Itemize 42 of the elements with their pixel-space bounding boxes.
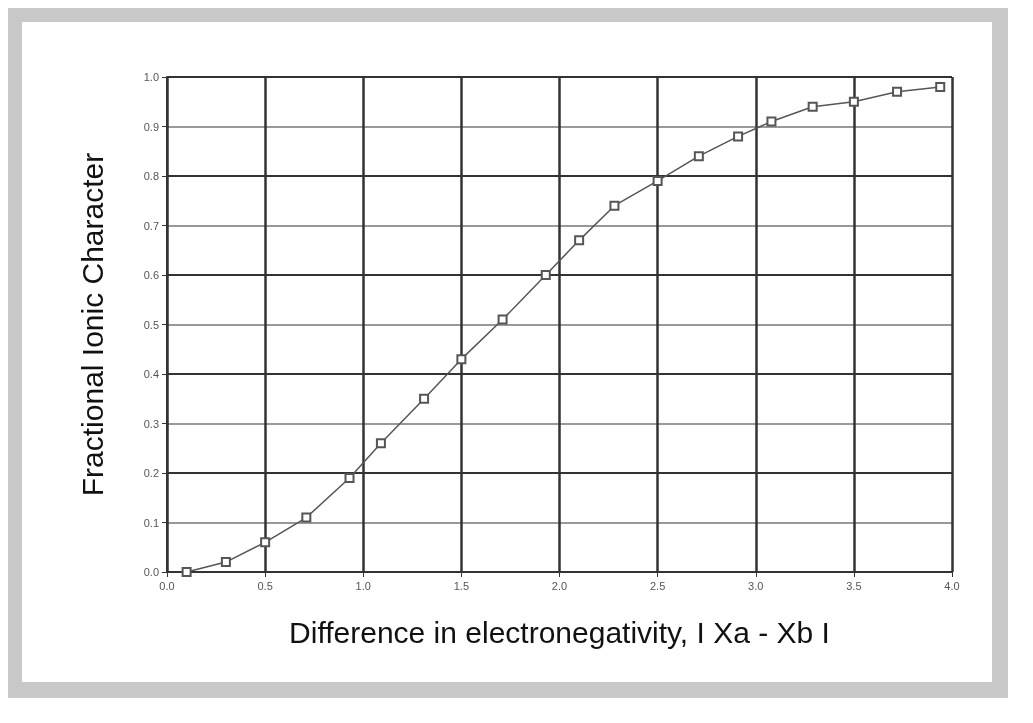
point (766, 116, 777, 127)
point (344, 472, 355, 483)
point (693, 151, 704, 162)
y-tick-label: 0.5 (143, 318, 159, 331)
point (497, 314, 508, 325)
x-axis-title: Difference in electronegativity, I Xa - Xb I (289, 615, 830, 649)
y-tick-label: 1.0 (143, 71, 159, 83)
x-tick-label: 0.0 (159, 579, 175, 592)
point (456, 354, 467, 365)
point (540, 270, 551, 280)
x-tick-label: 1.5 (453, 579, 470, 592)
point (892, 86, 903, 97)
y-tick-label: 0.1 (143, 516, 159, 529)
y-axis-title: Fractional Ionic Character (75, 152, 109, 497)
point (807, 101, 818, 112)
point (733, 131, 744, 142)
x-tick-label: 3.0 (748, 579, 764, 592)
y-tick-label: 0.9 (143, 120, 159, 133)
x-tick-label: 3.5 (846, 579, 862, 592)
point (419, 393, 430, 404)
x-tick-label: 0.5 (257, 579, 273, 592)
y-tick-label: 0.6 (143, 269, 159, 281)
point (220, 557, 231, 568)
x-tick-label: 4.0 (944, 579, 960, 592)
point (181, 567, 192, 577)
y-tick-label: 0.7 (143, 219, 159, 232)
point (301, 512, 312, 523)
point (935, 81, 946, 92)
y-tick-label: 0.8 (143, 170, 159, 182)
point (609, 200, 620, 211)
point (260, 537, 271, 548)
point (375, 438, 386, 449)
point (848, 96, 859, 107)
y-tick-label: 0.0 (143, 566, 159, 578)
y-tick-label: 0.2 (143, 467, 159, 479)
x-tick-label: 2.5 (649, 579, 666, 592)
y-tick-label: 0.4 (143, 368, 159, 380)
x-tick-label: 1.0 (355, 579, 371, 592)
x-tick-label: 2.0 (551, 579, 568, 592)
y-tick-label: 0.3 (143, 417, 159, 430)
point (574, 235, 585, 246)
point (652, 175, 663, 186)
